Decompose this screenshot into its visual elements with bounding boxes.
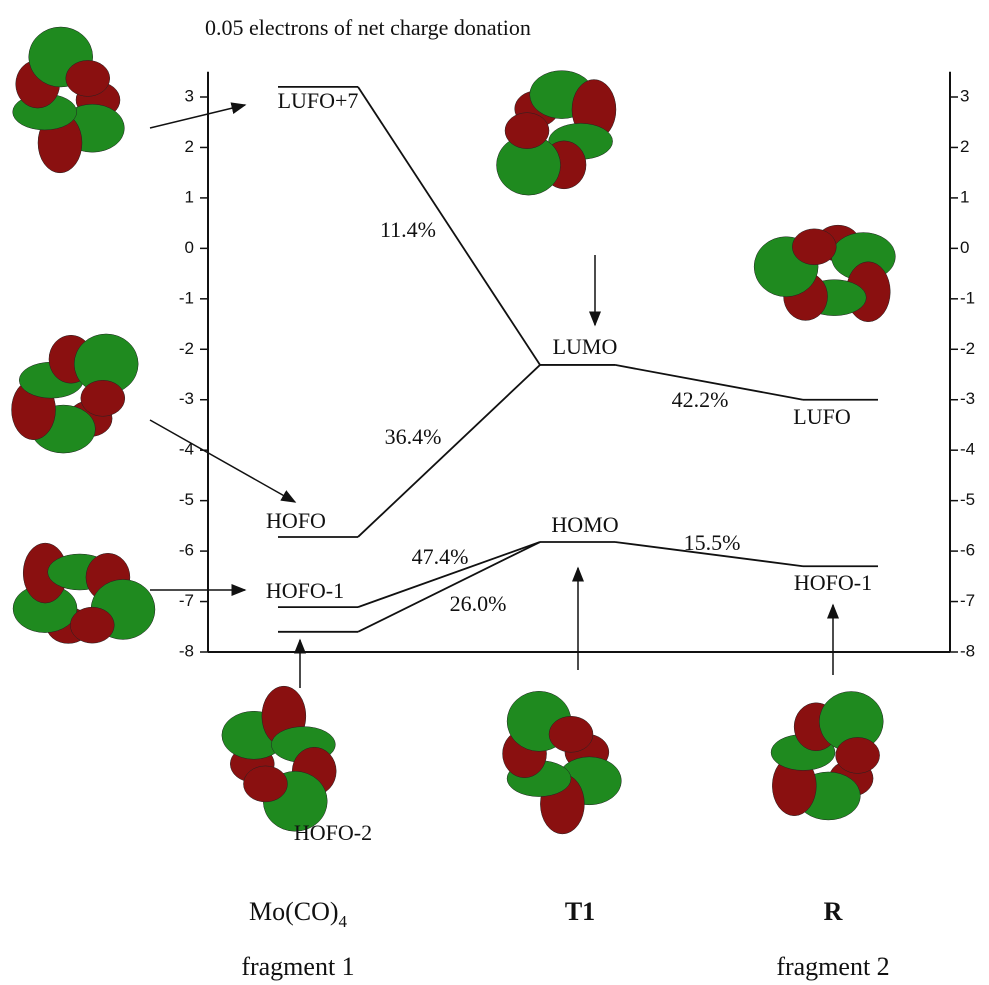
tick-label: -4 bbox=[960, 440, 975, 459]
orbital-images bbox=[12, 27, 896, 834]
tick-label: -2 bbox=[960, 339, 975, 358]
lobe bbox=[505, 113, 549, 149]
level-label: LUMO bbox=[553, 334, 618, 359]
tick-label: -8 bbox=[960, 641, 975, 660]
tick-label: -3 bbox=[179, 389, 194, 408]
fragment-name-text: T1 bbox=[565, 897, 595, 926]
level-label: HOFO-2 bbox=[294, 820, 372, 845]
tick-label: -8 bbox=[179, 641, 194, 660]
orbital bbox=[12, 334, 139, 453]
orbital bbox=[13, 27, 125, 173]
orbital bbox=[497, 71, 616, 196]
tick-label: 3 bbox=[960, 86, 969, 105]
tick-label: -7 bbox=[179, 591, 194, 610]
level-label: HOFO-1 bbox=[266, 578, 344, 603]
contribution-label: 15.5% bbox=[684, 530, 741, 555]
lobe bbox=[81, 380, 125, 416]
tick-label: -4 bbox=[179, 440, 194, 459]
orbital bbox=[754, 225, 895, 322]
fragment-name-text: Mo(CO) bbox=[249, 897, 339, 926]
tick-label: -5 bbox=[960, 490, 975, 509]
tick-label: -2 bbox=[179, 339, 194, 358]
fragment-caption: fragment 2 bbox=[776, 952, 889, 981]
tick-label: -3 bbox=[960, 389, 975, 408]
fragment-caption: fragment 1 bbox=[241, 952, 354, 981]
lobe bbox=[792, 229, 836, 265]
title: 0.05 electrons of net charge donation bbox=[205, 15, 531, 40]
contribution-label: 47.4% bbox=[412, 544, 469, 569]
lobe bbox=[70, 607, 114, 643]
tick-label: 2 bbox=[960, 137, 969, 156]
level-label: LUFO bbox=[793, 404, 850, 429]
level-label: HOFO bbox=[266, 508, 326, 533]
tick-label: 3 bbox=[185, 86, 194, 105]
tick-label: -6 bbox=[179, 541, 194, 560]
tick-label: 0 bbox=[185, 238, 194, 257]
contribution-label: 26.0% bbox=[450, 591, 507, 616]
level-label: HOMO bbox=[551, 512, 618, 537]
tick-label: -1 bbox=[179, 288, 194, 307]
fragment-name: T1 bbox=[565, 897, 595, 926]
level-label: HOFO-1 bbox=[794, 570, 872, 595]
tick-label: -7 bbox=[960, 591, 975, 610]
lobe bbox=[66, 60, 110, 96]
tick-label: -6 bbox=[960, 541, 975, 560]
fragment-name: Mo(CO)4 bbox=[249, 897, 348, 931]
fragment-name-text: R bbox=[824, 897, 843, 926]
tick-label: -1 bbox=[960, 288, 975, 307]
orbital bbox=[13, 543, 155, 643]
level-label: LUFO+7 bbox=[278, 88, 359, 113]
tick-label: 0 bbox=[960, 238, 969, 257]
lobe bbox=[243, 766, 287, 802]
tick-label: 2 bbox=[185, 137, 194, 156]
orbital bbox=[771, 691, 883, 819]
tick-label: 1 bbox=[960, 187, 969, 206]
fragment-name: R bbox=[824, 897, 843, 926]
orbital-diagram: 0.05 electrons of net charge donation 3 2… bbox=[0, 0, 989, 985]
tick-label: 1 bbox=[185, 187, 194, 206]
contribution-label: 42.2% bbox=[672, 387, 729, 412]
correlation-line bbox=[358, 365, 540, 537]
orbital bbox=[503, 691, 622, 834]
fragment-subscript: 4 bbox=[339, 912, 348, 931]
lobe bbox=[836, 737, 880, 773]
contribution-label: 11.4% bbox=[380, 217, 436, 242]
lobe bbox=[549, 716, 593, 752]
contribution-label: 36.4% bbox=[385, 424, 442, 449]
tick-label: -5 bbox=[179, 490, 194, 509]
orbital bbox=[222, 686, 336, 831]
